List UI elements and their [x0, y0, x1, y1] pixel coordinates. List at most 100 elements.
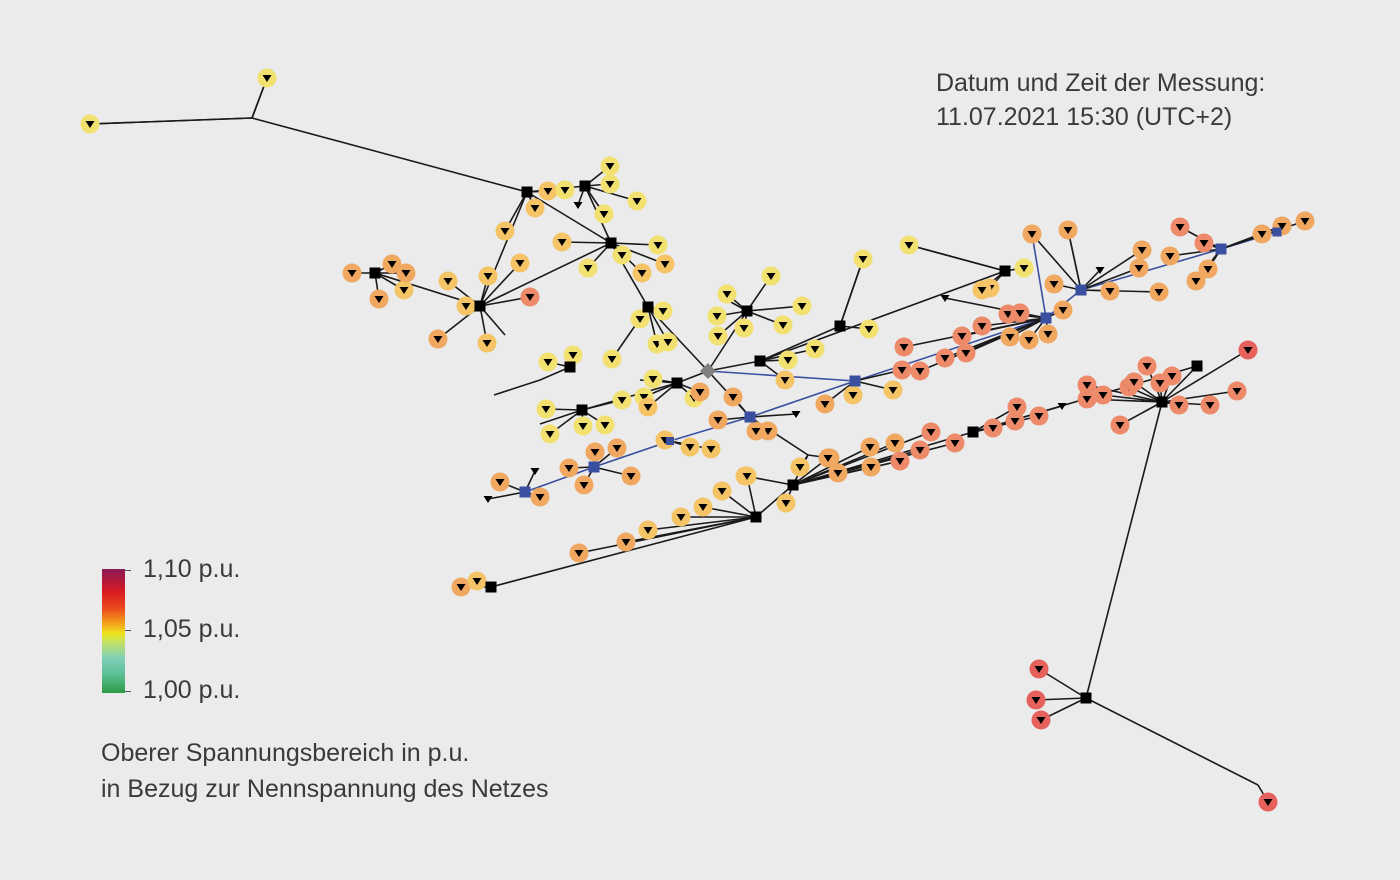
load-node	[382, 254, 402, 274]
substation-square	[666, 437, 674, 445]
feeder-line	[479, 242, 612, 307]
load-node	[658, 332, 678, 352]
feeder-line-blue	[1080, 248, 1222, 291]
load-node	[478, 266, 498, 286]
substation-square	[519, 486, 531, 498]
load-node	[655, 254, 675, 274]
load-node	[569, 543, 589, 563]
feeder-line	[1080, 249, 1143, 291]
substation-square	[744, 411, 756, 423]
load-node	[717, 284, 737, 304]
substation-square	[579, 180, 591, 192]
load-node	[1044, 274, 1064, 294]
legend-tick-max	[125, 570, 131, 571]
load-node	[643, 369, 663, 389]
load-node	[1252, 224, 1272, 244]
load-node	[1058, 220, 1078, 240]
feeder-line-blue	[749, 380, 856, 418]
feeder-line-blue	[669, 416, 751, 442]
load-node	[595, 415, 615, 435]
load-node	[602, 349, 622, 369]
load-node	[1031, 710, 1051, 730]
feeder-line	[1220, 225, 1283, 250]
load-node	[538, 181, 558, 201]
load-node	[594, 204, 614, 224]
feeder-line	[1080, 289, 1160, 293]
load-node	[983, 418, 1003, 438]
load-node	[690, 382, 710, 402]
feeder-line	[1102, 394, 1163, 403]
feeder-line	[1161, 365, 1198, 403]
load-node	[1093, 385, 1113, 405]
load-node	[894, 337, 914, 357]
load-node	[790, 457, 810, 477]
load-node	[1150, 373, 1170, 393]
load-node	[1194, 233, 1214, 253]
load-node	[761, 266, 781, 286]
feeder-line	[1080, 267, 1140, 291]
load-node	[1170, 217, 1190, 237]
substation-square	[1272, 227, 1282, 237]
feeder-line	[479, 262, 521, 307]
feeder-line	[578, 516, 757, 554]
load-node	[369, 289, 389, 309]
load-node	[1149, 282, 1169, 302]
load-node	[1010, 303, 1030, 323]
load-node	[342, 263, 362, 283]
load-node	[585, 442, 605, 462]
load-node	[935, 348, 955, 368]
load-node	[612, 245, 632, 265]
substation-square	[605, 237, 617, 249]
load-node	[956, 343, 976, 363]
substation-square	[1191, 360, 1203, 372]
feeder-line	[839, 258, 864, 327]
feeder-line	[707, 360, 761, 372]
legend-mid-label: 1,05 p.u.	[143, 615, 241, 643]
load-node	[1000, 327, 1020, 347]
substation-square	[1040, 312, 1052, 324]
load-node	[520, 287, 540, 307]
load-node	[451, 577, 471, 597]
load-node	[734, 318, 754, 338]
load-node	[1005, 411, 1025, 431]
feeder-line-blue	[854, 317, 1047, 382]
load-node	[483, 496, 493, 503]
substation-square	[576, 404, 588, 416]
feeder-line	[493, 379, 541, 396]
substation-square	[1075, 284, 1087, 296]
feeder-line	[759, 325, 841, 362]
substation-square	[1156, 396, 1168, 408]
load-node	[1014, 258, 1034, 278]
load-node	[972, 316, 992, 336]
load-node	[1038, 324, 1058, 344]
legend-max-label: 1,10 p.u.	[143, 555, 241, 583]
load-node	[490, 472, 510, 492]
load-node	[1110, 415, 1130, 435]
load-node	[616, 532, 636, 552]
load-node	[510, 253, 530, 273]
load-node	[707, 306, 727, 326]
substation-square	[671, 377, 683, 389]
load-node	[1026, 690, 1046, 710]
load-node	[1022, 224, 1042, 244]
substation-square	[834, 320, 846, 332]
load-node	[638, 520, 658, 540]
voltage-color-scale	[102, 569, 125, 693]
load-node	[1124, 372, 1144, 392]
load-node	[612, 390, 632, 410]
feeder-line	[479, 191, 528, 307]
load-node	[396, 263, 416, 283]
feeder-line	[89, 117, 253, 125]
feeder-line	[903, 317, 1047, 348]
feeder-line	[908, 244, 1006, 272]
load-node	[540, 424, 560, 444]
load-node	[708, 326, 728, 346]
load-node	[630, 309, 650, 329]
load-node	[530, 468, 540, 475]
substation-square	[741, 305, 753, 317]
load-node	[1200, 395, 1220, 415]
substation-square	[750, 511, 762, 523]
load-node	[394, 280, 414, 300]
load-node	[843, 385, 863, 405]
load-node	[773, 315, 793, 335]
